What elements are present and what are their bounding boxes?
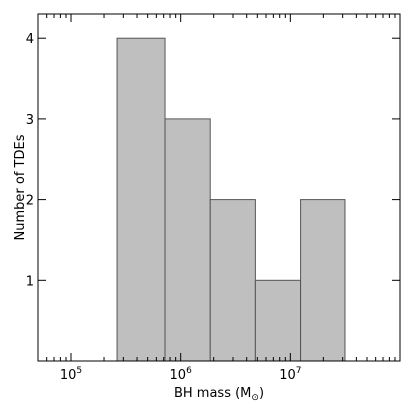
plot-area (116, 37, 346, 362)
x-axis-label: BH mass (M⊙) (174, 386, 264, 403)
y-tick-label: 2 (26, 194, 34, 209)
x-tick-label: 107 (279, 366, 301, 383)
x-axis-ticks: 105 106 107 (37, 14, 401, 383)
x-tick-label: 106 (170, 366, 193, 383)
y-axis-ticks: 1 2 3 4 (26, 32, 400, 289)
histogram-bar-3 (209, 199, 256, 362)
y-axis-label: Number of TDEs (13, 134, 28, 240)
histogram-bar-1 (116, 37, 166, 362)
x-tick-label: 105 (60, 366, 82, 383)
y-tick-label: 4 (26, 32, 34, 47)
histogram-bar-4 (254, 279, 302, 362)
y-tick-label: 1 (26, 274, 34, 289)
axes-frame (37, 13, 401, 362)
y-tick-label: 3 (26, 113, 34, 128)
histogram-bar-5 (300, 199, 346, 362)
histogram-bar-2 (164, 118, 211, 362)
